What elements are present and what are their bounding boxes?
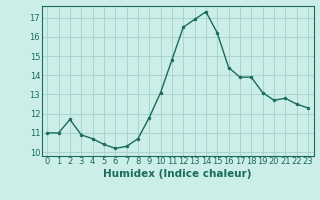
X-axis label: Humidex (Indice chaleur): Humidex (Indice chaleur) [103,169,252,179]
